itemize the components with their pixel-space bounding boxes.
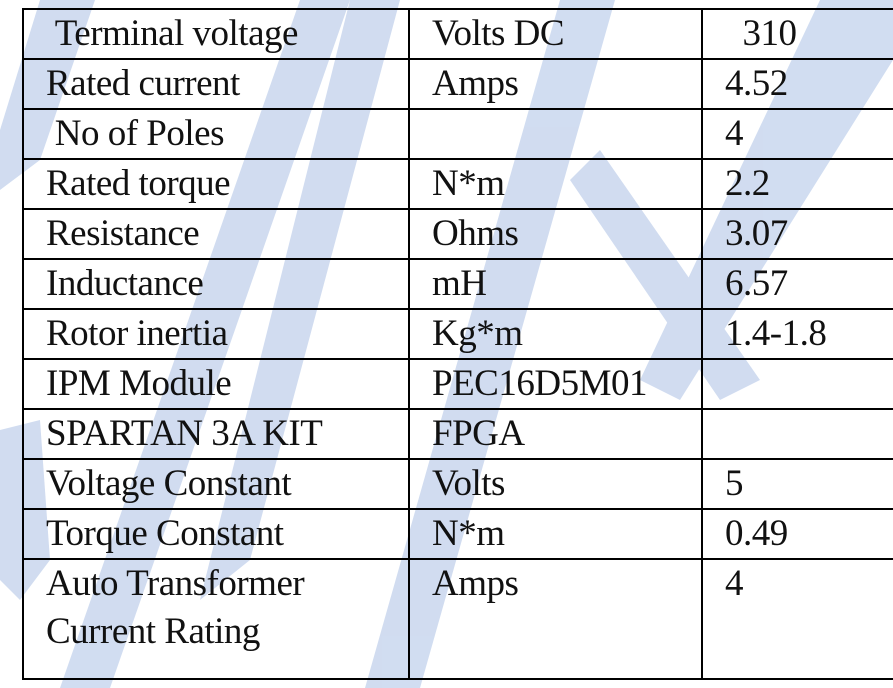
unit-cell: N*m: [408, 508, 703, 560]
value-cell: 5: [701, 458, 893, 510]
parameter-cell: Rated torque: [22, 158, 410, 210]
table-row: SPARTAN 3A KIT FPGA: [22, 408, 893, 460]
parameter-cell: Inductance: [22, 258, 410, 310]
value-cell: 6.57: [701, 258, 893, 310]
value-cell: 3.07: [701, 208, 893, 260]
parameter-cell: SPARTAN 3A KIT: [22, 408, 410, 460]
value-cell: 4: [701, 108, 893, 160]
parameter-cell: Terminal voltage: [22, 8, 410, 60]
table-row: Resistance Ohms 3.07: [22, 208, 893, 260]
value-cell: 0.49: [701, 508, 893, 560]
unit-cell: Volts DC: [408, 8, 703, 60]
unit-cell: mH: [408, 258, 703, 310]
unit-cell: Volts: [408, 458, 703, 510]
parameter-cell: Resistance: [22, 208, 410, 260]
table-row: IPM Module PEC16D5M01: [22, 358, 893, 410]
unit-cell: Ohms: [408, 208, 703, 260]
table-row: Torque Constant N*m 0.49: [22, 508, 893, 560]
parameter-cell: No of Poles: [22, 108, 410, 160]
unit-cell: Amps: [408, 558, 703, 680]
table-row: Inductance mH 6.57: [22, 258, 893, 310]
parameter-cell: Rated current: [22, 58, 410, 110]
table-row: Voltage Constant Volts 5: [22, 458, 893, 510]
unit-cell: N*m: [408, 158, 703, 210]
parameter-cell: Torque Constant: [22, 508, 410, 560]
unit-cell: [408, 108, 703, 160]
unit-cell: FPGA: [408, 408, 703, 460]
parameter-cell: Rotor inertia: [22, 308, 410, 360]
unit-cell: Kg*m: [408, 308, 703, 360]
table-row: Auto Transformer Current Rating Amps 4: [22, 558, 893, 680]
table-row: Rated current Amps 4.52: [22, 58, 893, 110]
value-cell: 310: [701, 8, 893, 60]
value-cell: [701, 408, 893, 460]
value-cell: 2.2: [701, 158, 893, 210]
value-cell: 4.52: [701, 58, 893, 110]
table-row: Rated torque N*m 2.2: [22, 158, 893, 210]
parameter-cell: Voltage Constant: [22, 458, 410, 510]
spec-table: Terminal voltage Volts DC 310 Rated curren…: [22, 8, 893, 680]
value-cell: [701, 358, 893, 410]
table-row: Rotor inertia Kg*m 1.4-1.8: [22, 308, 893, 360]
parameter-cell: IPM Module: [22, 358, 410, 410]
value-cell: 4: [701, 558, 893, 680]
parameter-cell: Auto Transformer Current Rating: [22, 558, 410, 680]
unit-cell: PEC16D5M01: [408, 358, 703, 410]
value-cell: 1.4-1.8: [701, 308, 893, 360]
table-row: Terminal voltage Volts DC 310: [22, 8, 893, 60]
unit-cell: Amps: [408, 58, 703, 110]
table-row: No of Poles 4: [22, 108, 893, 160]
